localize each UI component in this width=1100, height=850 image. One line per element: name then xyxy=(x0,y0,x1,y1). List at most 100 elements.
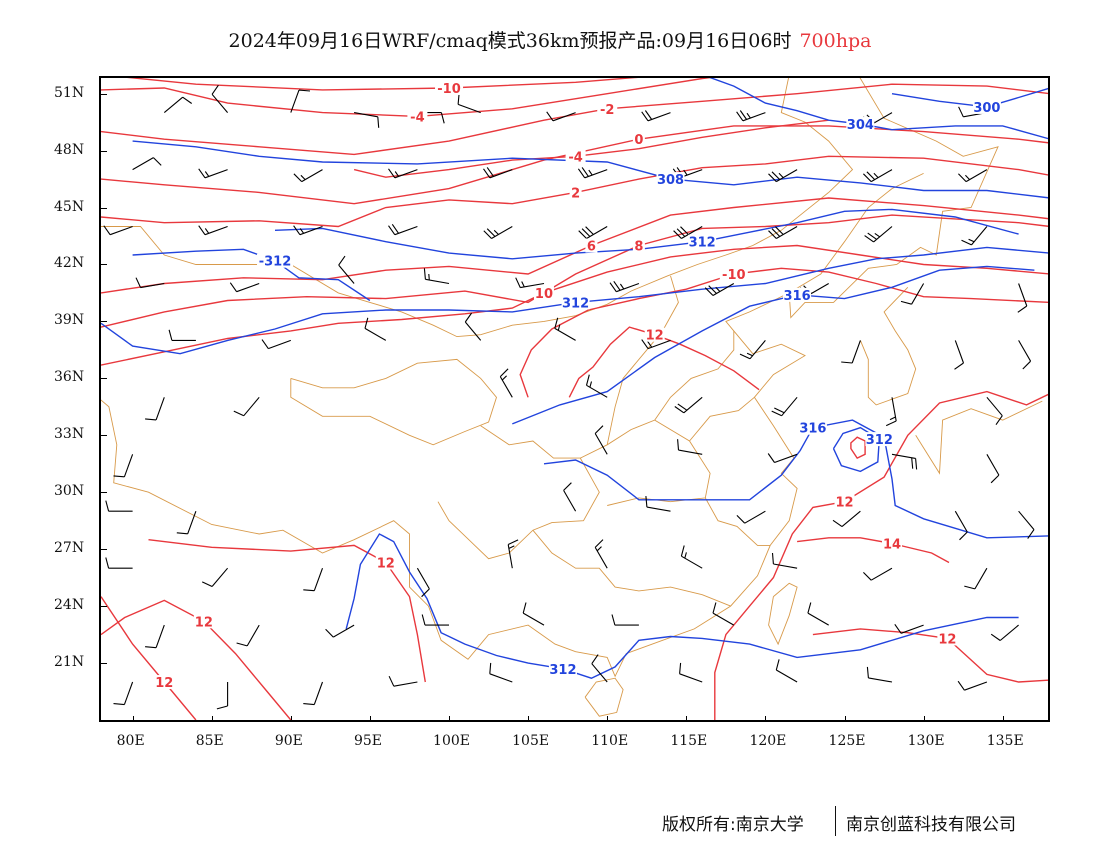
wind-barb-78 xyxy=(594,539,608,569)
height-label-7: 316 xyxy=(799,422,826,437)
temperature-label-8: 10 xyxy=(535,287,553,302)
height-contour-6 xyxy=(512,265,1035,425)
lake-outline-0 xyxy=(850,436,866,459)
wind-barb-39 xyxy=(900,283,925,305)
wind-barb-28 xyxy=(768,226,798,239)
temperature-label-5: 2 xyxy=(571,186,580,201)
height-label-bg-2 xyxy=(656,172,685,187)
y-tick-label-24N: 24N xyxy=(54,597,85,614)
boundary-layer xyxy=(101,78,1043,717)
temperature-contour-6 xyxy=(101,197,1048,294)
wind-barb-100 xyxy=(775,659,798,683)
temperature-contour-16 xyxy=(812,628,1048,683)
temperature-label-bg-2 xyxy=(597,101,618,116)
temperature-contour-14 xyxy=(568,326,760,398)
y-tick-label-45N: 45N xyxy=(54,198,85,215)
footer-separator xyxy=(835,806,836,836)
boundary-line-8 xyxy=(704,497,771,546)
wind-barb-76 xyxy=(416,567,430,598)
wind-barb-68 xyxy=(645,496,671,512)
height-label-6: 316 xyxy=(784,289,811,304)
wind-barb-60 xyxy=(594,425,608,455)
wind-barb-61 xyxy=(677,439,703,455)
wind-barb-69 xyxy=(736,510,766,524)
wind-barb-66 xyxy=(176,511,197,535)
y-tick-mark xyxy=(101,264,107,266)
x-tick-label-130E: 130E xyxy=(907,733,945,749)
wind-barb-79 xyxy=(680,545,703,569)
temperature-label-2: -2 xyxy=(600,103,614,118)
wind-barb-0 xyxy=(163,96,193,114)
boundary-line-15 xyxy=(915,400,1043,475)
wind-barbs-layer xyxy=(103,84,1035,710)
temperature-contour-3 xyxy=(101,125,1048,205)
map-plot-area: -10 -4 -2 0 -4 2 6 8 10 -10 12 12 12 12 12 14 12 304 300 30… xyxy=(99,76,1050,722)
wind-barb-35 xyxy=(515,277,545,289)
height-label-3: 312 xyxy=(689,236,716,251)
wind-barb-80 xyxy=(771,552,798,569)
wind-barb-36 xyxy=(609,280,640,293)
x-tick-label-110E: 110E xyxy=(591,733,629,749)
wind-barb-43 xyxy=(364,317,387,341)
wind-barb-15 xyxy=(483,167,513,179)
height-contour-2 xyxy=(132,140,1048,199)
temperature-label-bg-14 xyxy=(644,327,665,342)
wind-barb-14 xyxy=(388,168,418,179)
wind-barb-70 xyxy=(832,510,861,528)
x-tick-label-125E: 125E xyxy=(828,733,866,749)
temperature-label-bg-5 xyxy=(569,185,582,200)
boundary-line-12 xyxy=(768,582,798,646)
y-tick-label-30N: 30N xyxy=(54,483,85,500)
wind-barb-87 xyxy=(522,602,545,626)
wind-barb-65 xyxy=(105,500,133,512)
wind-barb-67 xyxy=(563,482,577,512)
boundary-line-0 xyxy=(101,78,999,678)
wind-barb-48 xyxy=(841,340,861,364)
y-tick-mark xyxy=(101,663,107,665)
y-tick-label-51N: 51N xyxy=(54,84,85,101)
boundary-line-14 xyxy=(859,286,917,406)
wind-barb-30 xyxy=(961,226,988,246)
temperature-contour-4 xyxy=(353,119,829,178)
temperature-contour-2 xyxy=(101,83,1048,156)
wind-barb-18 xyxy=(768,169,798,183)
x-tick-mark xyxy=(449,716,451,722)
height-contour-7 xyxy=(543,419,1048,539)
wind-barb-3 xyxy=(354,112,380,128)
temperature-label-12: 12 xyxy=(195,615,213,630)
wind-barb-27 xyxy=(673,226,703,239)
y-tick-label-21N: 21N xyxy=(54,654,85,671)
wind-barb-73 xyxy=(105,557,133,569)
wind-barb-98 xyxy=(591,654,608,683)
wind-barb-7 xyxy=(641,110,671,122)
temperature-label-bg-7 xyxy=(632,238,645,253)
wind-barb-62 xyxy=(767,453,798,464)
wind-barb-102 xyxy=(957,680,988,691)
wind-barb-19 xyxy=(863,169,893,183)
temperature-contour-7 xyxy=(101,214,1048,328)
temperature-label-bg-11 xyxy=(375,555,396,570)
height-contour-9 xyxy=(345,533,1019,679)
title-pressure-level: 700hpa xyxy=(799,30,872,52)
boundary-line-10 xyxy=(788,172,924,294)
y-tick-mark xyxy=(101,207,107,209)
x-tick-mark xyxy=(1002,716,1004,722)
temperature-label-bg-9 xyxy=(719,266,748,281)
temperature-label-9: -10 xyxy=(722,268,746,283)
y-tick-mark xyxy=(101,150,107,152)
temperature-label-bg-3 xyxy=(632,132,645,147)
x-tick-label-135E: 135E xyxy=(986,733,1024,749)
y-tick-mark xyxy=(101,492,107,494)
wind-barb-34 xyxy=(423,268,450,285)
boundary-line-9 xyxy=(689,396,755,442)
temperature-label-13: 12 xyxy=(835,496,853,511)
wind-barb-31 xyxy=(135,277,165,289)
wind-barb-53 xyxy=(499,368,513,398)
wind-barb-72 xyxy=(1018,510,1035,539)
y-tick-mark xyxy=(101,606,107,608)
temperature-label-4: -4 xyxy=(568,150,582,165)
wind-barb-32 xyxy=(229,282,260,293)
temperature-label-7: 8 xyxy=(634,240,643,255)
temperature-contour-9 xyxy=(519,267,1048,398)
y-tick-label-42N: 42N xyxy=(54,255,85,272)
